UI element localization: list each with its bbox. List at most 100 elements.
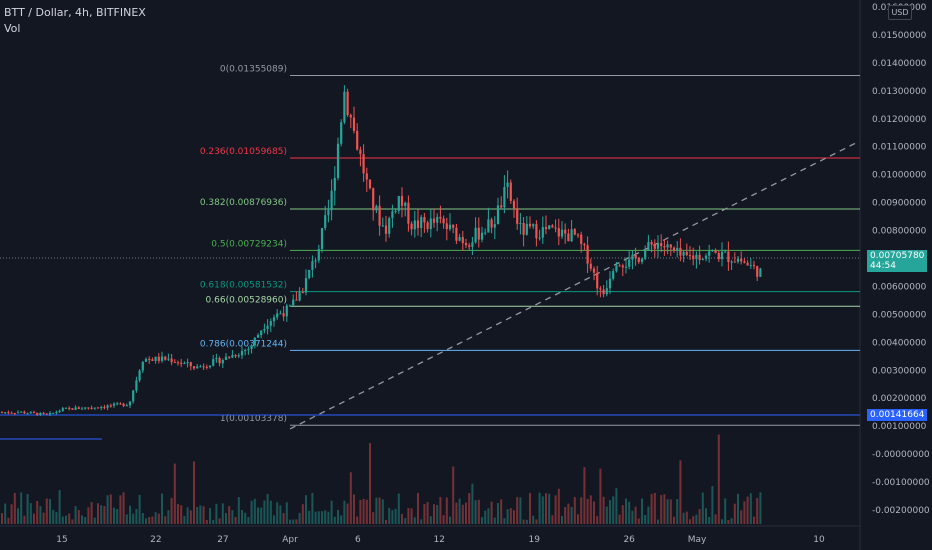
candle-body bbox=[500, 205, 503, 208]
candle-body bbox=[679, 247, 682, 256]
volume-bar bbox=[676, 499, 679, 524]
volume-bar bbox=[13, 492, 16, 524]
candle-body bbox=[589, 263, 592, 269]
candle-body bbox=[666, 244, 669, 248]
candle-body bbox=[583, 243, 586, 246]
volume-bar bbox=[58, 490, 61, 524]
candle-body bbox=[317, 249, 320, 261]
volume-bar bbox=[23, 515, 26, 524]
volume-bar bbox=[685, 511, 688, 524]
volume-bar bbox=[282, 513, 285, 524]
volume-bar bbox=[756, 497, 759, 524]
candle-body bbox=[208, 365, 212, 368]
volume-bar bbox=[17, 508, 19, 524]
candle-body bbox=[346, 91, 349, 116]
candle-body bbox=[743, 261, 746, 263]
volume-bar bbox=[311, 492, 314, 524]
volume-bar bbox=[689, 519, 691, 524]
y-tick-label: 0.00100000 bbox=[872, 422, 927, 432]
volume-bar bbox=[724, 498, 727, 524]
candle-body bbox=[253, 337, 256, 346]
x-tick-label: 6 bbox=[355, 535, 361, 545]
volume-bar bbox=[119, 495, 122, 524]
volume-bar bbox=[199, 505, 202, 524]
volume-bar bbox=[279, 505, 282, 524]
candle-body bbox=[496, 205, 500, 225]
volume-bar bbox=[93, 517, 96, 524]
volume-bar bbox=[529, 493, 531, 524]
volume-bar bbox=[4, 503, 7, 524]
volume-bar bbox=[84, 516, 87, 524]
candle-body bbox=[314, 260, 317, 262]
candle-body bbox=[308, 269, 311, 279]
volume-bar bbox=[109, 494, 112, 524]
volume-bar bbox=[708, 516, 711, 524]
candle-body bbox=[692, 255, 695, 260]
volume-bar bbox=[519, 497, 522, 524]
candle-body bbox=[423, 217, 426, 223]
volume-bar bbox=[532, 515, 535, 524]
volume-bar bbox=[634, 506, 637, 524]
candle-body bbox=[461, 237, 464, 244]
candle-body bbox=[167, 358, 170, 360]
x-tick-label: 19 bbox=[528, 535, 540, 545]
candle-body bbox=[448, 224, 452, 230]
volume-bar bbox=[276, 502, 279, 524]
candle-body bbox=[624, 266, 628, 268]
candle-body bbox=[260, 330, 263, 336]
candle-body bbox=[359, 149, 362, 155]
candle-body bbox=[468, 245, 471, 247]
volume-bar bbox=[429, 516, 432, 524]
candle-body bbox=[493, 224, 496, 228]
y-tick-label: -0.00200000 bbox=[872, 506, 930, 516]
volume-bar bbox=[733, 503, 736, 524]
candle-body bbox=[116, 403, 119, 405]
candle-body bbox=[368, 179, 372, 189]
bar-countdown: 44:54 bbox=[870, 261, 896, 271]
volume-bar bbox=[308, 510, 311, 524]
volume-bar bbox=[116, 509, 119, 524]
volume-bar bbox=[586, 498, 589, 524]
candle-body bbox=[132, 390, 135, 402]
volume-bar bbox=[215, 504, 218, 524]
volume-bar bbox=[599, 468, 602, 524]
volume-bar bbox=[298, 512, 301, 524]
x-tick-label: 12 bbox=[434, 535, 445, 545]
candle-body bbox=[576, 234, 580, 236]
candle-body bbox=[663, 246, 666, 248]
candle-body bbox=[592, 268, 596, 273]
volume-bar bbox=[417, 492, 419, 524]
volume-bar bbox=[244, 512, 247, 524]
currency-button[interactable]: USD bbox=[888, 5, 912, 20]
volume-bar bbox=[721, 519, 723, 524]
candle-body bbox=[640, 258, 644, 263]
volume-bar bbox=[749, 493, 752, 524]
x-tick-label: May bbox=[688, 535, 707, 545]
volume-bar bbox=[1, 513, 3, 524]
candle-body bbox=[52, 412, 55, 414]
volume-bar bbox=[433, 504, 435, 524]
candle-body bbox=[759, 268, 762, 277]
volume-bar bbox=[138, 494, 141, 524]
candle-body bbox=[135, 380, 138, 391]
volume-bar bbox=[97, 503, 99, 524]
candle-body bbox=[605, 288, 608, 295]
candle-body bbox=[336, 143, 340, 178]
x-tick-label: 15 bbox=[56, 535, 67, 545]
volume-bar bbox=[557, 488, 560, 524]
volume-bar bbox=[589, 495, 592, 524]
level-price-tag: 0.00141664 bbox=[867, 409, 928, 421]
candle-body bbox=[464, 243, 468, 246]
candle-body bbox=[506, 182, 509, 188]
candle-body bbox=[4, 412, 7, 414]
candle-body bbox=[39, 412, 42, 416]
volume-bar bbox=[234, 516, 237, 524]
candle-body bbox=[16, 412, 20, 414]
volume-bar bbox=[577, 514, 579, 524]
volume-bar bbox=[737, 493, 739, 524]
volume-bar bbox=[394, 508, 397, 524]
candle-body bbox=[23, 411, 26, 414]
candle-body bbox=[240, 351, 244, 356]
volume-bar bbox=[621, 505, 624, 524]
